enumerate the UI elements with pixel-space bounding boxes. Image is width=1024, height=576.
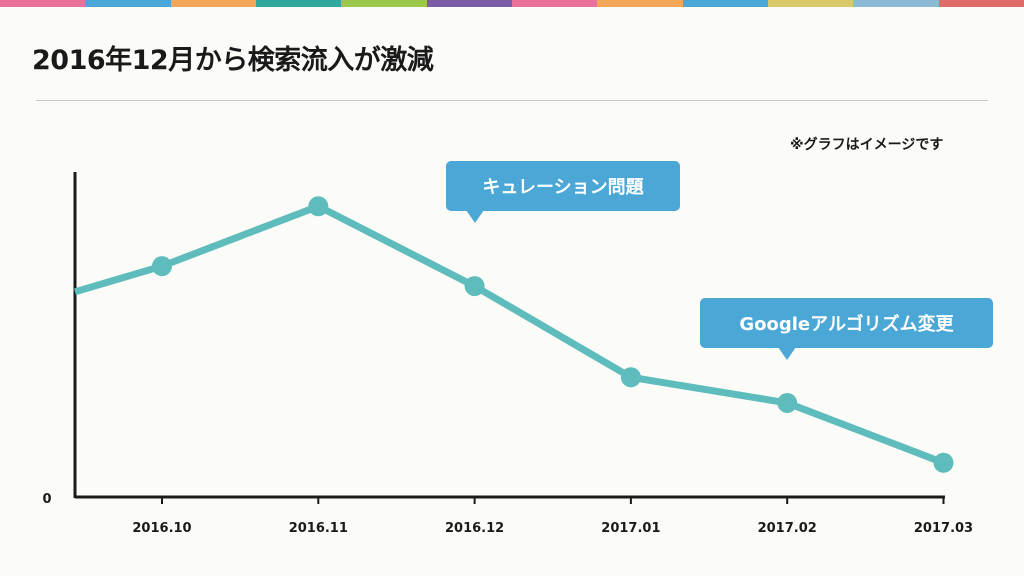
x-tick-label: 2017.03 <box>914 521 973 536</box>
stripe-segment <box>767 0 854 7</box>
stripe-segment <box>0 0 86 7</box>
title-divider <box>36 100 988 101</box>
stripe-segment <box>938 0 1024 7</box>
x-tick-label: 2016.10 <box>132 521 191 536</box>
top-color-stripe <box>0 0 1024 7</box>
x-tick-label: 2016.12 <box>445 521 504 536</box>
data-point <box>308 196 329 217</box>
stripe-segment <box>597 0 683 7</box>
stripe-segment <box>511 0 598 7</box>
stripe-segment <box>341 0 427 7</box>
stripe-segment <box>853 0 939 7</box>
stripe-segment <box>85 0 171 7</box>
stripe-segment <box>170 0 256 7</box>
data-point <box>464 276 485 297</box>
callout-curation-issue: キュレーション問題 <box>446 161 680 223</box>
page-title: 2016年12月から検索流入が激減 <box>32 45 434 76</box>
x-tick-label: 2016.11 <box>289 521 348 536</box>
data-point <box>933 452 954 473</box>
x-tick-label: 2017.01 <box>601 521 660 536</box>
x-tick-label: 2017.02 <box>758 521 817 536</box>
image-note: ※グラフはイメージです <box>790 137 944 153</box>
callout-google-algorithm-change: Googleアルゴリズム変更 <box>700 298 993 360</box>
data-point <box>152 256 172 277</box>
stripe-segment <box>426 0 512 7</box>
y-tick-label: 0 <box>42 492 51 507</box>
data-point <box>620 367 641 388</box>
stripe-segment <box>682 0 768 7</box>
data-point <box>777 392 798 413</box>
stripe-segment <box>255 0 342 7</box>
